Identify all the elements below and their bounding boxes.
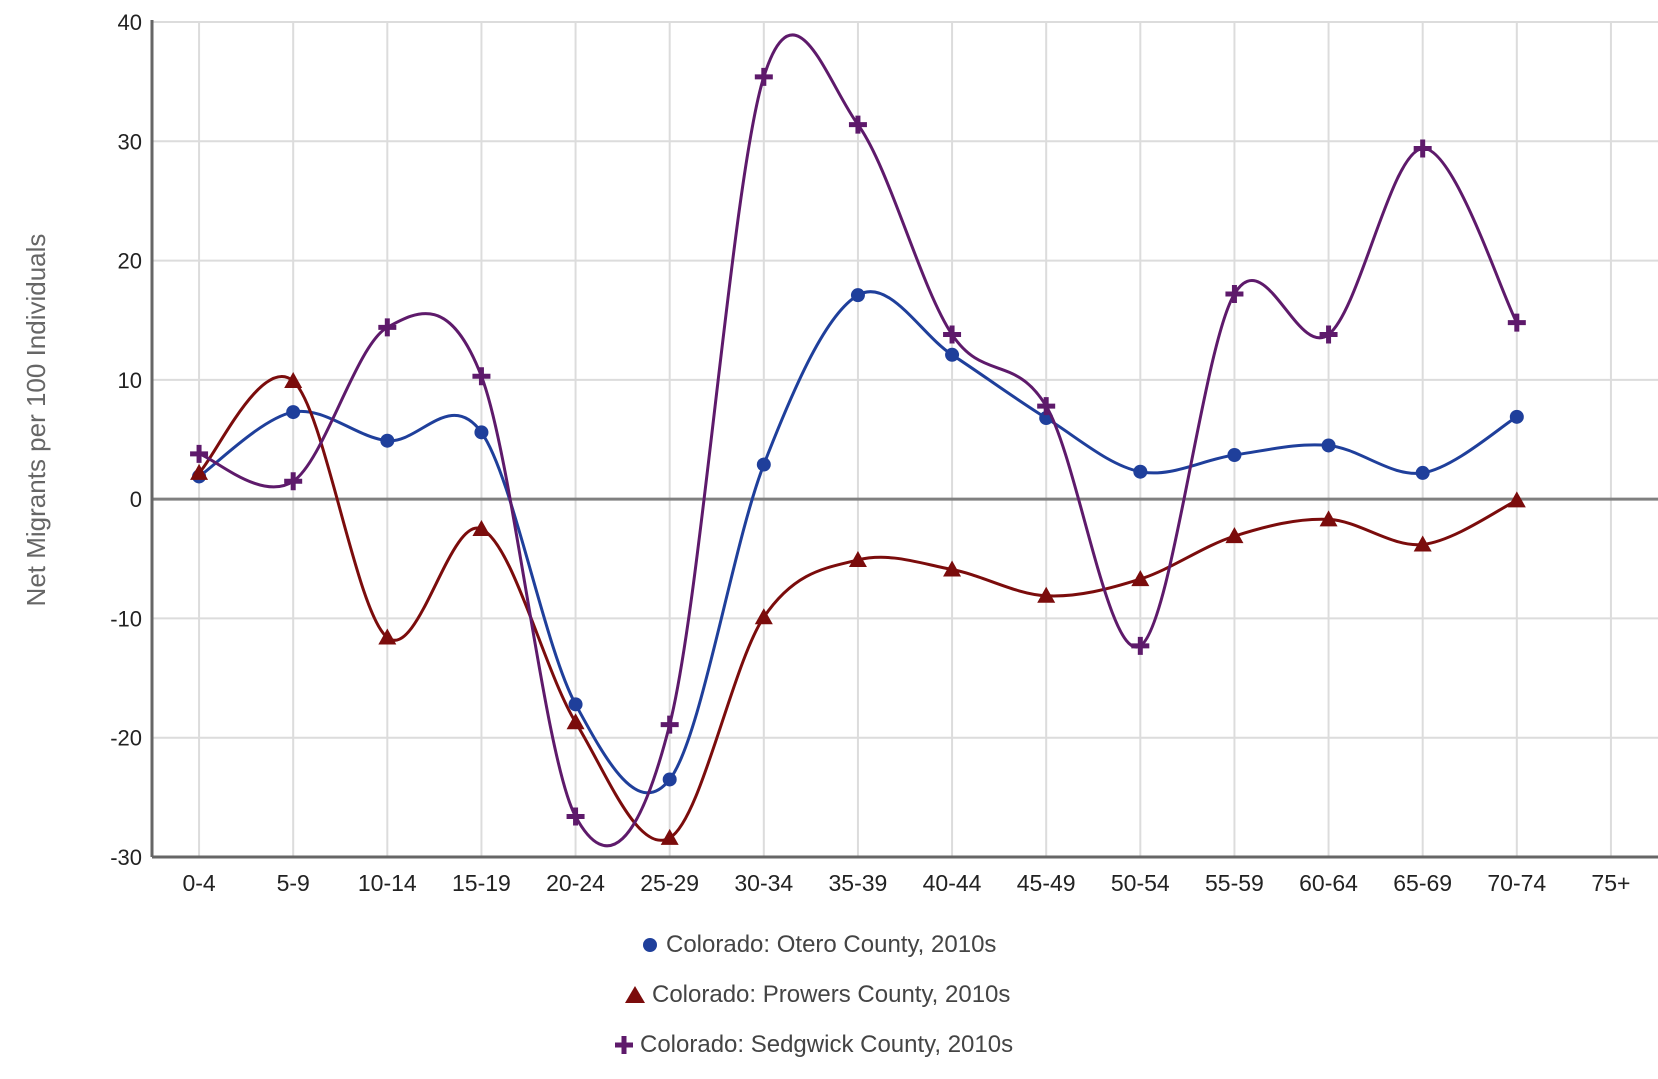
- data-point: [568, 697, 583, 712]
- legend-label: Colorado: Prowers County, 2010s: [652, 980, 1011, 1008]
- data-point: [848, 550, 867, 567]
- data-point: [943, 325, 962, 344]
- data-point: [378, 628, 397, 645]
- data-point: [380, 433, 395, 448]
- x-tick-label: 70-74: [1487, 870, 1546, 896]
- circle-marker-icon: [643, 937, 657, 952]
- data-point: [1225, 527, 1244, 544]
- legend-label: Colorado: Otero County, 2010s: [666, 930, 997, 958]
- series-1: [192, 288, 1524, 795]
- data-point: [472, 367, 491, 386]
- x-tick-label: 5-9: [277, 870, 310, 896]
- data-point: [945, 347, 960, 362]
- y-tick-label: 40: [118, 10, 142, 35]
- x-tick-label: 75+: [1591, 870, 1630, 896]
- x-tick-label: 15-19: [452, 870, 511, 896]
- data-point: [848, 115, 867, 134]
- data-point: [754, 608, 773, 625]
- x-tick-label: 0-4: [182, 870, 215, 896]
- legend-item-otero[interactable]: Colorado: Otero County, 2010s: [640, 930, 996, 959]
- x-tick-label: 30-34: [734, 870, 793, 896]
- data-point: [378, 318, 397, 337]
- y-tick-labels: 40 30 20 10 0 -10 -20 -30: [110, 10, 142, 870]
- data-point: [1507, 313, 1526, 332]
- y-tick-label: 30: [118, 129, 142, 154]
- data-point: [286, 405, 301, 420]
- x-tick-label: 25-29: [640, 870, 699, 896]
- x-tick-label: 55-59: [1205, 870, 1264, 896]
- y-tick-label: -20: [110, 726, 142, 751]
- data-point: [1321, 438, 1336, 453]
- data-point: [1319, 325, 1338, 344]
- data-point: [943, 560, 962, 577]
- data-point: [662, 772, 677, 787]
- data-point: [1319, 510, 1338, 527]
- line-chart: 40 30 20 10 0 -10 -20 -30 0-4 5-9 10-14 15-19 20-24…: [21, 10, 1658, 896]
- data-point: [190, 463, 209, 480]
- data-point: [850, 288, 865, 303]
- data-point: [1413, 139, 1432, 158]
- data-point: [1131, 570, 1150, 587]
- data-point: [1507, 491, 1526, 508]
- data-point: [474, 425, 489, 440]
- triangle-marker-icon: [625, 985, 645, 1003]
- x-tick-label: 60-64: [1299, 870, 1358, 896]
- data-point: [660, 715, 679, 734]
- data-point: [1413, 535, 1432, 552]
- y-tick-label: -10: [110, 606, 142, 631]
- x-tick-label: 35-39: [829, 870, 888, 896]
- x-tick-label: 10-14: [358, 870, 417, 896]
- data-point: [566, 807, 585, 826]
- x-tick-label: 40-44: [923, 870, 982, 896]
- data-point: [1227, 448, 1242, 463]
- legend-item-prowers[interactable]: Colorado: Prowers County, 2010s: [624, 980, 1010, 1009]
- data-point: [1415, 465, 1430, 480]
- x-tick-label: 45-49: [1017, 870, 1076, 896]
- series-3: [190, 33, 1526, 848]
- data-point: [284, 372, 303, 389]
- data-point: [190, 444, 209, 463]
- x-tick-labels: 0-4 5-9 10-14 15-19 20-24 25-29 30-34 35-39 40-4…: [182, 870, 1630, 896]
- axes: [150, 20, 1658, 859]
- data-point: [1509, 409, 1524, 424]
- data-point: [284, 472, 303, 491]
- y-tick-label: -30: [110, 845, 142, 870]
- x-tick-label: 50-54: [1111, 870, 1170, 896]
- y-tick-label: 10: [118, 368, 142, 393]
- series-line: [198, 290, 1518, 795]
- x-tick-label: 20-24: [546, 870, 605, 896]
- data-point: [1037, 397, 1056, 416]
- data-point: [1225, 284, 1244, 303]
- data-point: [1037, 586, 1056, 603]
- series-2: [190, 372, 1526, 845]
- data-point: [660, 828, 679, 845]
- data-point: [1133, 464, 1148, 479]
- data-point: [472, 519, 491, 536]
- data-point: [1131, 636, 1150, 655]
- legend-item-sedgwick[interactable]: Colorado: Sedgwick County, 2010s: [614, 1030, 1013, 1059]
- cross-marker-icon: [615, 1035, 633, 1054]
- data-point: [754, 67, 773, 86]
- y-tick-label: 0: [130, 487, 142, 512]
- data-point: [756, 457, 771, 472]
- y-tick-label: 20: [118, 249, 142, 274]
- legend-label: Colorado: Sedgwick County, 2010s: [640, 1030, 1014, 1058]
- series-group: [190, 33, 1526, 848]
- y-axis-label: Net Migrants per 100 Individuals: [21, 234, 51, 607]
- x-tick-label: 65-69: [1393, 870, 1452, 896]
- data-point: [566, 713, 585, 730]
